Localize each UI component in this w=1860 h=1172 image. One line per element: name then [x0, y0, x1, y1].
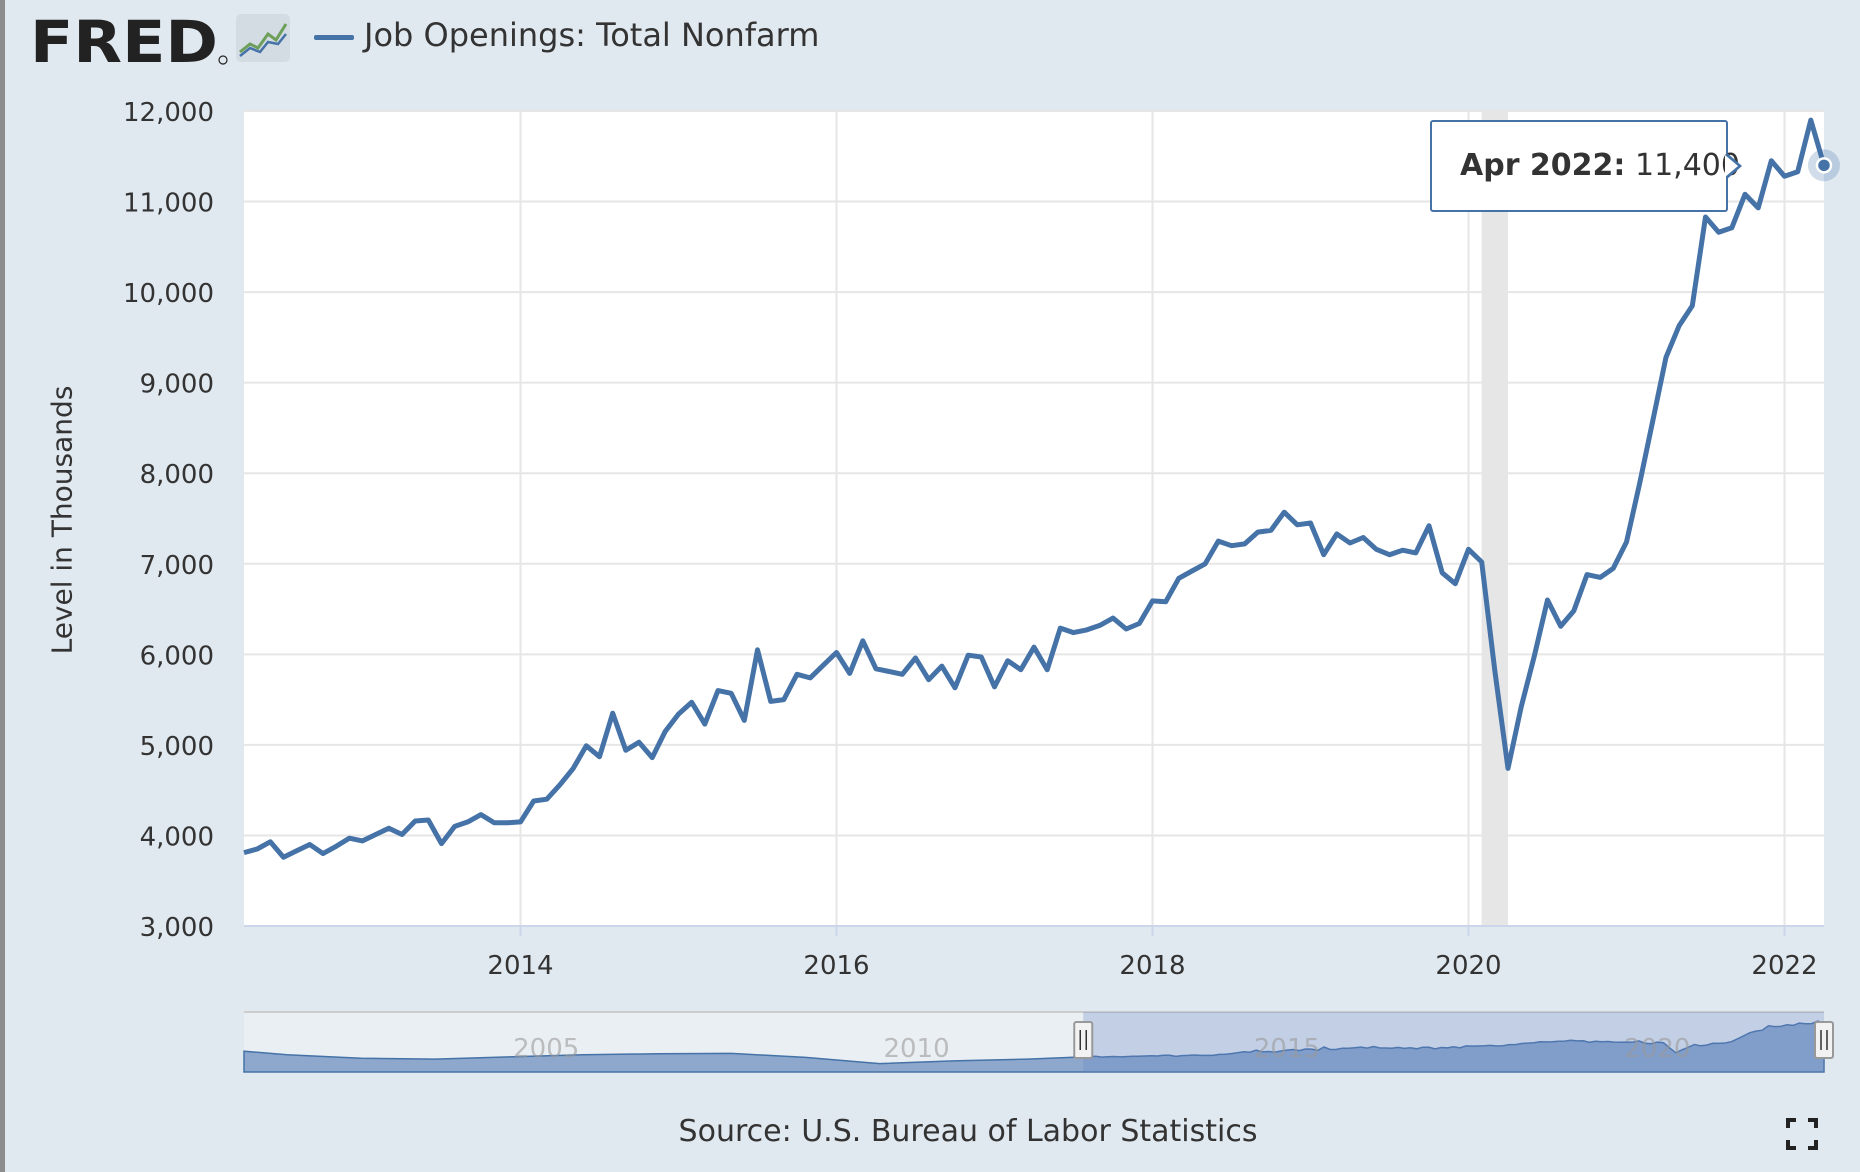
navigator-tick-label: 2010 [884, 1034, 950, 1064]
fred-logo-text: FRED [30, 8, 218, 70]
series-line[interactable] [243, 117, 1827, 860]
tooltip-date: Apr 2022: [1460, 148, 1626, 183]
axis-layer: 3,000 4,000 5,000 6,000 7,000 8,000 9,000 10,00… [123, 98, 1824, 981]
x-tick-label: 2014 [487, 951, 553, 981]
fullscreen-icon[interactable] [1786, 1118, 1818, 1150]
source-note: Source: U.S. Bureau of Labor Statistics [678, 1114, 1258, 1149]
hover-point[interactable] [1815, 157, 1833, 174]
legend-swatch [314, 35, 354, 40]
window-frame [0, 0, 5, 1172]
tooltip-value: 11,400 [1634, 148, 1740, 183]
x-tick-label: 2018 [1119, 951, 1185, 981]
tooltip: Apr 2022: 11,400 [1430, 120, 1740, 212]
navigator-series [243, 1020, 1825, 1073]
navigator-handle-left[interactable] [1073, 1021, 1094, 1059]
recession-layer [1481, 111, 1508, 926]
registered-mark [218, 55, 228, 65]
navigator-handle-right[interactable] [1814, 1021, 1834, 1059]
navigator-tick-label: 2020 [1624, 1034, 1690, 1064]
x-tick-label: 2016 [803, 951, 869, 981]
plot-area [244, 111, 1824, 926]
x-tick-label: 2022 [1751, 951, 1817, 981]
navigator-tick-label: 2005 [513, 1034, 579, 1064]
y-tick-label: 4,000 [140, 822, 214, 852]
recession-band [1481, 111, 1508, 926]
grid-layer [244, 110, 1824, 927]
navigator-selection[interactable] [1083, 1012, 1824, 1072]
y-tick-label: 7,000 [140, 551, 214, 581]
y-tick-label: 11,000 [123, 189, 214, 219]
tooltip-pointer-inner [1725, 155, 1738, 177]
series-layer [243, 117, 1840, 860]
y-tick-label: 9,000 [140, 370, 214, 400]
navigator-tick-label: 2015 [1254, 1034, 1320, 1064]
y-tick-label: 6,000 [140, 641, 214, 671]
fred-logo: FRED [30, 8, 228, 70]
y-tick-label: 12,000 [123, 98, 214, 128]
y-tick-label: 10,000 [123, 279, 214, 309]
y-tick-label: 8,000 [140, 460, 214, 490]
y-axis-label: Level in Thousands [45, 385, 79, 655]
navigator-layer: 2005 2010 2015 2020 [243, 1011, 1834, 1073]
line-chart-icon [236, 14, 290, 62]
y-tick-label: 3,000 [140, 913, 214, 943]
y-tick-label: 5,000 [140, 732, 214, 762]
chart-title: Job Openings: Total Nonfarm [364, 16, 820, 54]
x-tick-label: 2020 [1435, 951, 1501, 981]
